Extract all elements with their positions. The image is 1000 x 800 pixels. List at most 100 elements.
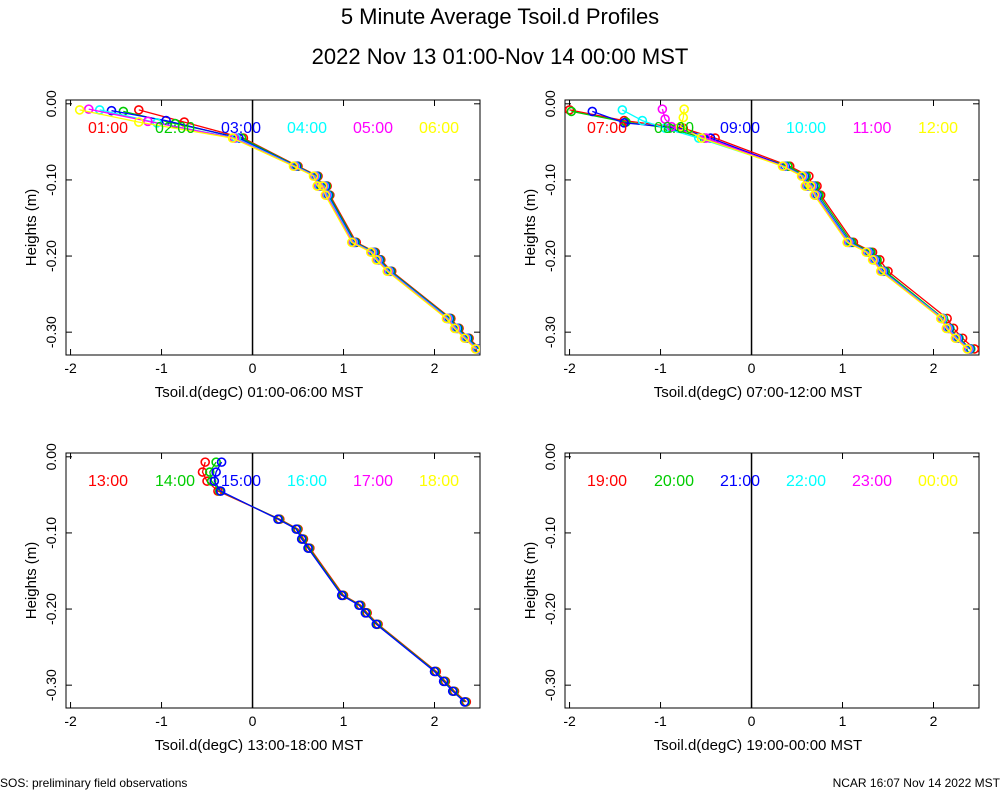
y-tick-label: -0.20 — [43, 240, 59, 272]
x-axis-label: Tsoil.d(degC) 19:00-00:00 MST — [654, 737, 862, 754]
data-point-03:00 — [106, 105, 117, 116]
x-axis-label: Tsoil.d(degC) 01:00-06:00 MST — [155, 384, 363, 401]
x-tick-label: 1 — [839, 713, 847, 729]
data-point-15:00 — [371, 619, 382, 630]
x-tick-label: -2 — [64, 713, 77, 729]
x-tick-label: 0 — [249, 713, 257, 729]
data-point-11:00 — [657, 104, 668, 114]
data-point-15:00 — [215, 486, 226, 496]
data-point-15:00 — [211, 467, 221, 477]
legend-label: 18:00 — [419, 473, 459, 490]
plot-frame — [564, 452, 980, 709]
data-point-01:00 — [133, 105, 144, 115]
y-axis-label: Heights (m) — [23, 542, 40, 620]
x-tick-label: 2 — [431, 713, 439, 729]
y-tick-label: -0.30 — [542, 669, 558, 701]
series-line-06:00 — [79, 109, 476, 350]
series-line-15:00 — [213, 461, 465, 703]
data-point-12:00 — [696, 133, 707, 143]
data-point-12:00 — [950, 333, 961, 344]
data-point-06:00 — [470, 344, 480, 354]
y-tick-label: -0.10 — [542, 164, 558, 196]
data-point-06:00 — [371, 255, 382, 265]
plot-frame — [65, 452, 481, 709]
legend-label: 13:00 — [88, 473, 128, 490]
plot-frame — [564, 99, 980, 356]
data-area — [197, 457, 472, 707]
data-point-12:00 — [861, 247, 871, 258]
data-point-15:00 — [360, 608, 371, 618]
x-tick-label: -1 — [155, 713, 168, 729]
y-axis-label: Heights (m) — [23, 189, 40, 267]
footer-left-note: SOS: preliminary field observations — [0, 776, 188, 790]
legend-label: 15:00 — [221, 473, 261, 490]
x-tick-label: -2 — [563, 713, 576, 729]
data-point-13:00 — [200, 457, 211, 467]
series-line-13:00 — [201, 461, 467, 703]
y-tick-label: -0.10 — [43, 164, 59, 196]
legend-label: 12:00 — [918, 120, 958, 137]
series-line-09:00 — [592, 110, 971, 350]
data-point-12:00 — [935, 313, 946, 324]
data-point-07:00 — [565, 105, 575, 115]
data-point-12:00 — [800, 181, 811, 191]
data-point-06:00 — [346, 237, 357, 248]
series-line-14:00 — [209, 461, 466, 703]
data-area — [74, 104, 480, 354]
data-point-11:00 — [666, 121, 677, 132]
x-tick-label: -1 — [654, 360, 667, 376]
data-point-15:00 — [354, 600, 364, 611]
legend-label: 14:00 — [155, 473, 195, 490]
data-point-15:00 — [273, 514, 283, 525]
data-point-08:00 — [566, 106, 577, 117]
legend-label: 21:00 — [720, 473, 760, 490]
data-point-06:00 — [227, 133, 238, 143]
data-point-15:00 — [447, 686, 458, 697]
plot-frame — [65, 99, 481, 356]
data-point-06:00 — [449, 323, 460, 334]
data-point-12:00 — [941, 323, 952, 334]
data-point-14:00 — [206, 476, 217, 486]
x-tick-label: 0 — [748, 360, 756, 376]
x-tick-label: 2 — [930, 360, 938, 376]
data-point-12:00 — [962, 344, 972, 354]
x-tick-label: 0 — [249, 360, 257, 376]
data-point-06:00 — [312, 181, 322, 191]
data-area — [565, 104, 979, 354]
x-tick-label: -1 — [155, 360, 168, 376]
y-tick-label: 0.00 — [43, 443, 59, 470]
data-point-06:00 — [133, 117, 144, 127]
data-point-06:00 — [317, 181, 328, 191]
y-tick-label: -0.30 — [43, 316, 59, 348]
series-line-08:00 — [571, 110, 972, 350]
y-tick-label: -0.30 — [542, 316, 558, 348]
footer-right-note: NCAR 16:07 Nov 14 2022 MST — [832, 776, 1000, 790]
x-tick-label: 1 — [340, 360, 348, 376]
series-line-11:00 — [661, 108, 969, 350]
y-tick-label: -0.20 — [542, 240, 558, 272]
chart-title: 5 Minute Average Tsoil.d Profiles — [340, 4, 660, 29]
data-point-12:00 — [867, 255, 878, 265]
data-point-15:00 — [336, 590, 347, 601]
data-point-05:00 — [143, 116, 153, 127]
series-line-02:00 — [123, 110, 480, 350]
legend-label: 11:00 — [853, 120, 892, 137]
y-tick-label: 0.00 — [542, 443, 558, 470]
panel-1: -2 -1 0 1 2 0.00 -0.10 -0.20 -0.30 Tsoil.d(degC) … — [23, 90, 481, 401]
data-point-12:00 — [777, 161, 788, 172]
data-point-12:00 — [675, 121, 686, 132]
data-point-06:00 — [320, 190, 331, 200]
x-tick-label: -1 — [654, 713, 667, 729]
data-point-15:00 — [296, 534, 307, 544]
y-axis-label: Heights (m) — [522, 542, 539, 620]
x-axis-label: Tsoil.d(degC) 07:00-12:00 MST — [654, 384, 862, 401]
data-point-09:00 — [619, 118, 629, 128]
series-line-01:00 — [138, 109, 480, 350]
legend-label: 22:00 — [786, 473, 826, 490]
legend-label: 19:00 — [587, 473, 627, 490]
data-point-09:00 — [587, 106, 598, 117]
data-point-15:00 — [438, 676, 449, 687]
y-tick-label: 0.00 — [43, 90, 59, 117]
x-tick-label: -2 — [64, 360, 77, 376]
